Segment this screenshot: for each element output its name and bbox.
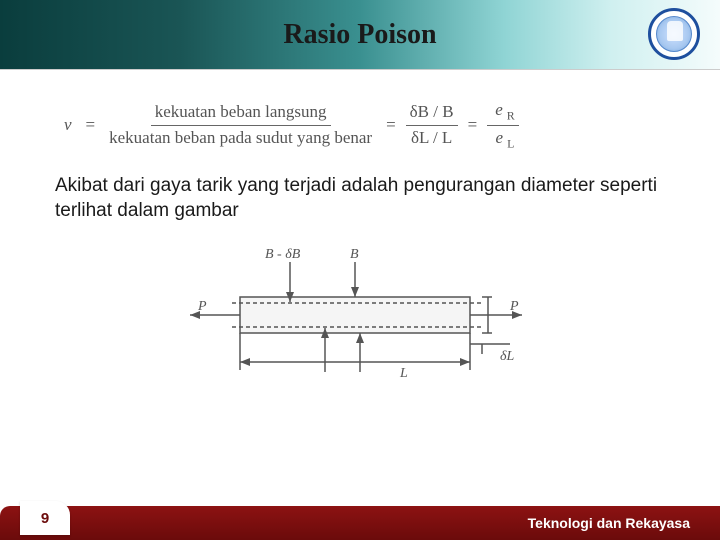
frac3-denominator: eL — [488, 126, 519, 151]
label-B: B — [350, 247, 359, 262]
logo-icon — [656, 16, 692, 52]
equals-3: = — [468, 115, 478, 135]
formula-lhs: ν — [60, 115, 76, 135]
body-paragraph: Akibat dari gaya tarik yang terjadi adal… — [55, 174, 665, 223]
label-L: L — [399, 366, 408, 381]
equals-1: = — [86, 115, 96, 135]
page-number: 9 — [41, 510, 49, 527]
frac2-denominator: δL / L — [407, 126, 456, 148]
frac3-numerator: eR — [487, 100, 518, 126]
slide-footer: 9 Teknologi dan Rekayasa — [0, 506, 720, 540]
slide-content: ν = kekuatan beban langsung kekuatan beb… — [0, 70, 720, 392]
slide-title: Rasio Poison — [283, 19, 436, 51]
label-dL: δL — [500, 349, 515, 364]
slide-header: Rasio Poison — [0, 0, 720, 70]
diagram-container: P P B - δB B — [55, 242, 665, 392]
footer-label: Teknologi dan Rekayasa — [528, 515, 690, 531]
page-number-badge: 9 — [20, 501, 70, 535]
label-P-left: P — [197, 299, 207, 314]
fraction-strain: eR eL — [487, 100, 518, 150]
poisson-ratio-formula: ν = kekuatan beban langsung kekuatan beb… — [60, 100, 665, 150]
frac2-numerator: δB / B — [406, 102, 458, 125]
tensile-diagram: P P B - δB B — [170, 242, 550, 392]
fraction-delta: δB / B δL / L — [406, 102, 458, 148]
logo-badge — [648, 8, 700, 60]
frac1-denominator: kekuatan beban pada sudut yang benar — [105, 126, 376, 148]
label-P-right: P — [509, 299, 519, 314]
frac1-numerator: kekuatan beban langsung — [151, 102, 331, 125]
label-B-dB: B - δB — [265, 247, 301, 262]
equals-2: = — [386, 115, 396, 135]
fraction-words: kekuatan beban langsung kekuatan beban p… — [105, 102, 376, 148]
